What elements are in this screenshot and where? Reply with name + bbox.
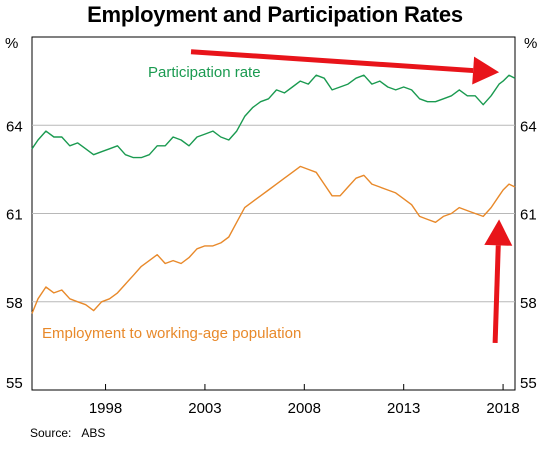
y-tick-label-left: 64 (6, 118, 23, 135)
gridlines (32, 124, 515, 303)
annotation-arrow-head (472, 56, 500, 85)
x-tick-label: 2008 (288, 400, 321, 417)
x-tick-label: 2018 (486, 400, 519, 417)
annotation-arrow-head (484, 219, 513, 246)
annotations (190, 49, 513, 344)
chart-title: Employment and Participation Rates (87, 2, 463, 27)
series-label-participation: Participation rate (148, 64, 261, 81)
y-tick-label-left: 58 (6, 295, 23, 312)
y-tick-label-right: 61 (520, 207, 537, 224)
y-tick-label-right: 55 (520, 375, 537, 392)
series-line-employment (31, 165, 516, 314)
series-lines (31, 74, 516, 314)
source-label: Source: (30, 426, 72, 440)
y-tick-label-left: 61 (6, 207, 23, 224)
y-unit-right: % (524, 35, 537, 52)
x-tick-label: 2013 (387, 400, 420, 417)
axis-ticks: 55 55 58 58 61 61 64 64 1998 2003 2008 2013 2018 (6, 118, 537, 417)
series-label-employment: Employment to working-age population (42, 325, 301, 342)
annotation-arrow-shaft (190, 49, 474, 74)
y-tick-label-right: 58 (520, 295, 537, 312)
series-line-participation (31, 74, 516, 159)
source-value: ABS (81, 426, 106, 440)
x-tick-label: 2003 (188, 400, 221, 417)
y-tick-label-right: 64 (520, 118, 537, 135)
annotation-arrow-shaft (492, 245, 501, 344)
y-unit-left: % (5, 35, 18, 52)
y-tick-label-left: 55 (6, 375, 23, 392)
source-note: Source: ABS (30, 426, 105, 440)
x-tick-label: 1998 (89, 400, 122, 417)
